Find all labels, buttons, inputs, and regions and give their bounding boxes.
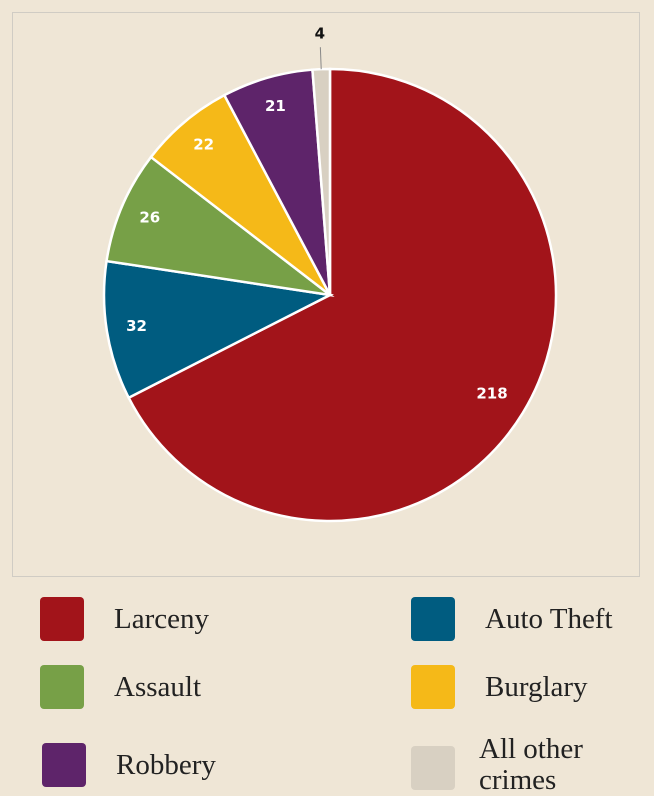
legend-item: Larceny: [40, 597, 284, 641]
legend-swatch: [411, 597, 455, 641]
data-label: 26: [139, 209, 160, 227]
data-label: 32: [126, 317, 147, 335]
leader-line: [319, 47, 322, 70]
pie-slice: [126, 67, 558, 523]
data-label: 22: [193, 136, 214, 154]
legend-swatch: [40, 665, 84, 709]
legend-swatch: [40, 597, 84, 641]
pie-slice: [311, 67, 332, 296]
data-label: 21: [265, 97, 286, 115]
legend-label: Robbery: [116, 748, 216, 781]
legend-label: Larceny: [114, 602, 209, 635]
legend-label: All other crimes: [479, 733, 583, 796]
legend-item: All other crimes: [411, 734, 619, 796]
legend-label: Auto Theft: [485, 602, 613, 635]
legend-item: Burglary: [411, 665, 654, 709]
legend-swatch: [411, 665, 455, 709]
chart-frame: [12, 12, 640, 577]
legend: Larceny Auto Theft Assault Burglary Robbery A…: [0, 590, 654, 796]
data-label: 218: [476, 385, 507, 403]
pie-slice: [102, 259, 335, 400]
legend-label: Burglary: [485, 670, 588, 703]
pie-slice: [105, 155, 335, 297]
legend-item: Assault: [40, 665, 284, 709]
legend-label: Assault: [114, 670, 201, 703]
legend-swatch: [42, 743, 86, 787]
legend-item: Auto Theft: [411, 597, 654, 641]
legend-swatch: [411, 746, 455, 790]
legend-item: Robbery: [42, 743, 286, 787]
data-label: 4: [315, 25, 325, 43]
chart: 218 32 26 22 21 4: [102, 25, 558, 523]
